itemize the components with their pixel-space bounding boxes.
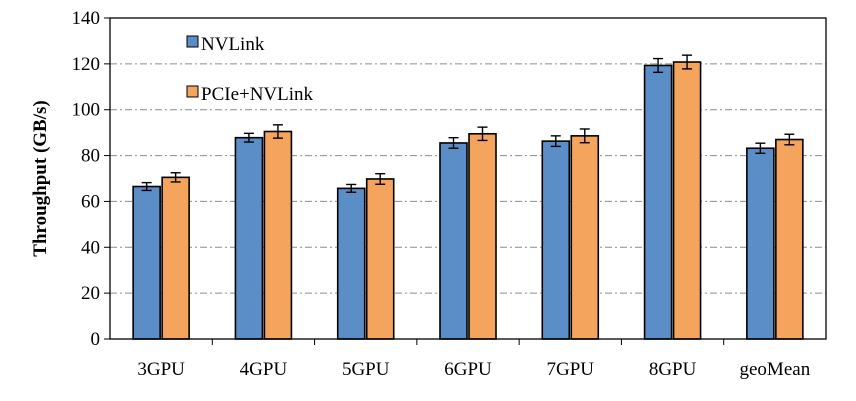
error-bar	[755, 142, 766, 154]
bar-nvlink-4gpu	[234, 136, 264, 340]
bar-pcie-nvlink-7gpu	[570, 135, 600, 340]
x-tick-label: 3GPU	[137, 359, 185, 380]
error-bar	[141, 181, 152, 192]
y-tick-labels: 0 20 40 60 80 100 120 140	[72, 8, 110, 350]
legend-label: NVLink	[201, 34, 265, 55]
bar-nvlink-3gpu	[132, 185, 161, 340]
x-tick-labels: 3GPU 4GPU 5GPU 6GPU 7GPU 8GPU geoMean	[137, 339, 811, 380]
bar-nvlink-6gpu	[439, 142, 468, 340]
error-bar	[682, 54, 693, 70]
bar-nvlink-7gpu	[541, 140, 571, 340]
legend-swatch	[186, 35, 199, 48]
bar-pcie-nvlink-geomean	[775, 138, 804, 340]
bar-pcie-nvlink-8gpu	[672, 61, 702, 340]
gridlines	[110, 63, 826, 294]
error-bar	[550, 135, 561, 148]
error-bars	[141, 54, 795, 193]
y-tick-label: 120	[72, 54, 101, 75]
error-bar	[243, 132, 254, 143]
x-tick-label: geoMean	[740, 359, 811, 380]
bar-pcie-nvlink-6gpu	[468, 132, 497, 340]
y-axis-title: Throughput (GB/s)	[30, 100, 51, 256]
error-bar	[346, 183, 357, 193]
x-tick-label: 4GPU	[240, 359, 288, 380]
bar-pcie-nvlink-5gpu	[365, 178, 395, 340]
x-tick-label: 7GPU	[547, 359, 595, 380]
error-bar	[375, 172, 386, 185]
y-tick-label: 140	[72, 8, 101, 29]
y-tick-label: 60	[81, 191, 100, 212]
legend-label: PCIe+NVLink	[201, 84, 314, 105]
error-bar	[272, 124, 283, 139]
error-bar	[448, 136, 459, 149]
y-tick-label: 40	[81, 237, 100, 258]
plot-area-frame	[109, 17, 827, 340]
legend-item-nvlink: NVLink	[186, 34, 265, 55]
legend: NVLink PCIe+NVLink	[186, 34, 314, 105]
x-tick-label: 6GPU	[444, 359, 492, 380]
error-bar	[653, 57, 664, 74]
y-tick-label: 0	[91, 329, 101, 350]
legend-swatch	[186, 85, 199, 98]
bar-nvlink-8gpu	[643, 64, 673, 340]
bar-nvlink-5gpu	[336, 187, 366, 340]
bar-pcie-nvlink-4gpu	[263, 130, 293, 340]
error-bar	[477, 126, 488, 142]
error-bar	[170, 172, 181, 183]
y-tick-label: 20	[81, 283, 100, 304]
x-tick-label: 5GPU	[342, 359, 390, 380]
x-tick-label: 8GPU	[649, 359, 697, 380]
bar-nvlink-geomean	[746, 147, 775, 340]
y-tick-label: 100	[72, 100, 101, 121]
error-bar	[579, 128, 590, 144]
y-tick-label: 80	[81, 146, 100, 167]
error-bar	[784, 133, 795, 146]
bar-pcie-nvlink-3gpu	[161, 176, 190, 340]
legend-item-pcie-nvlink: PCIe+NVLink	[186, 84, 314, 105]
